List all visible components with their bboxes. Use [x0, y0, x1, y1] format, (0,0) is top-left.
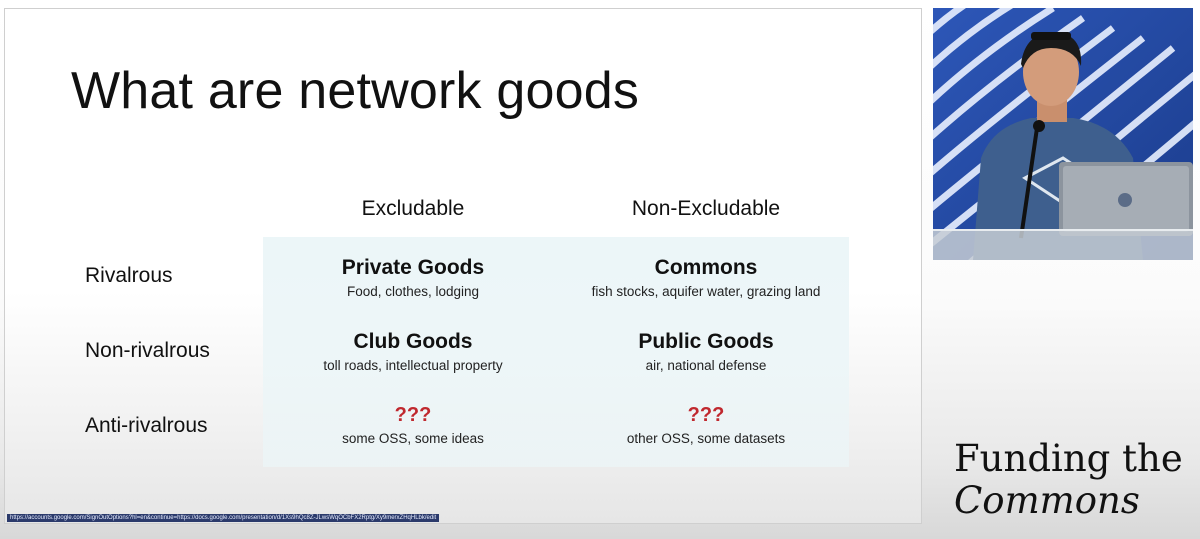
row-label-non-rivalrous: Non-rivalrous — [85, 339, 210, 362]
cell-anti-rivalrous-excludable: ??? some OSS, some ideas — [263, 404, 563, 446]
presentation-slide: What are network goods Excludable Non-Ex… — [4, 8, 922, 524]
column-header-excludable: Excludable — [361, 197, 465, 220]
cell-title: Public Goods — [638, 330, 774, 353]
row-label-rivalrous: Rivalrous — [85, 264, 173, 287]
goods-matrix-background — [263, 237, 849, 467]
cell-title-unknown: ??? — [394, 404, 432, 426]
cell-subtitle: fish stocks, aquifer water, grazing land — [591, 284, 821, 299]
slide-title: What are network goods — [71, 62, 640, 120]
cell-title: Private Goods — [341, 256, 485, 279]
cell-private-goods: Private Goods Food, clothes, lodging — [263, 256, 563, 299]
column-header-non-excludable: Non-Excludable — [631, 197, 781, 220]
cell-subtitle: Food, clothes, lodging — [346, 284, 480, 299]
cell-anti-rivalrous-non-excludable: ??? other OSS, some datasets — [556, 404, 856, 446]
webcam-video-feed — [933, 8, 1193, 260]
cell-subtitle: some OSS, some ideas — [342, 431, 484, 446]
cell-title: Commons — [654, 256, 758, 279]
cell-subtitle: toll roads, intellectual property — [323, 358, 503, 373]
cell-subtitle: other OSS, some datasets — [626, 431, 786, 446]
brand-line-1: Funding the — [954, 437, 1183, 480]
cell-title: Club Goods — [353, 330, 473, 353]
speaker-video-icon — [933, 8, 1193, 260]
brand-line-2: Commons — [954, 479, 1140, 522]
cell-club-goods: Club Goods toll roads, intellectual prop… — [263, 330, 563, 373]
row-label-anti-rivalrous: Anti-rivalrous — [85, 414, 208, 437]
cell-subtitle: air, national defense — [645, 358, 767, 373]
cell-public-goods: Public Goods air, national defense — [556, 330, 856, 373]
cell-commons: Commons fish stocks, aquifer water, graz… — [556, 256, 856, 299]
funding-the-commons-logo: Funding the Commons — [954, 438, 1183, 522]
cell-title-unknown: ??? — [687, 404, 725, 426]
status-bar-url-link[interactable]: https://accounts.google.com/SignOutOptio… — [7, 514, 440, 522]
